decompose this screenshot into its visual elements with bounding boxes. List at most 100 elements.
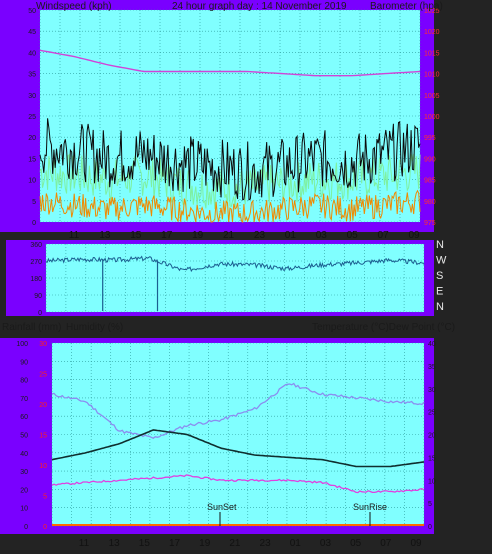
x-tick-label: 17 (169, 538, 181, 549)
x-tick-label: 01 (290, 538, 302, 549)
panel2-series (45, 255, 425, 312)
x-tick-label: 11 (69, 230, 80, 241)
x-tick-label: 13 (99, 230, 111, 241)
humidity-tick-label: 100 (16, 341, 28, 348)
x-tick-label: 09 (408, 230, 420, 241)
compass-label: W (436, 255, 447, 267)
humidity-line (51, 382, 425, 439)
humidity-tick-label: 70 (20, 396, 28, 403)
barometer-axis-label: Barometer (hpa) (370, 1, 443, 12)
y2-tick-label: 990 (424, 156, 436, 163)
y-tick-label: 270 (30, 259, 42, 266)
rain-tick-label: 15 (39, 433, 47, 440)
y-tick-label: 180 (30, 276, 42, 283)
temperature-tick-label: 35 (428, 364, 436, 371)
rain-tick-label: 0 (43, 524, 47, 531)
panel3-series (51, 382, 425, 526)
x-tick-label: 13 (109, 538, 121, 549)
temperature-tick-label: 20 (428, 433, 436, 440)
y-tick-label: 30 (28, 93, 36, 100)
panel3-axes: 1009080706050403020100302520151050403530… (16, 341, 436, 531)
compass-label: N (436, 239, 444, 251)
rain-tick-label: 5 (43, 494, 47, 501)
humidity-tick-label: 90 (20, 359, 28, 366)
x-tick-label: 01 (285, 230, 297, 241)
y2-tick-label: 1010 (424, 72, 440, 79)
compass-label: S (436, 270, 443, 282)
panel2-grid (45, 243, 425, 313)
humidity-tick-label: 40 (20, 451, 28, 458)
humidity-tick-label: 60 (20, 414, 28, 421)
x-tick-label: 09 (410, 538, 422, 549)
y2-tick-label: 1015 (424, 50, 440, 57)
temperature-tick-label: 0 (428, 524, 432, 531)
x-tick-label: 05 (350, 538, 362, 549)
x-tick-label: 21 (229, 538, 241, 549)
x-tick-label: 17 (161, 230, 173, 241)
x-tick-label: 23 (254, 230, 266, 241)
x-tick-label: 15 (139, 538, 151, 549)
y-tick-label: 40 (28, 50, 36, 57)
humidity-axis-label: Humidity (%) (66, 322, 123, 333)
windspeed-axis-label: Windspeed (kph) (36, 1, 112, 12)
y2-tick-label: 995 (424, 135, 436, 142)
wind-series-line (39, 153, 421, 209)
compass-label: E (436, 286, 443, 298)
sunset-label: SunSet (207, 502, 237, 512)
humidity-tick-label: 0 (24, 524, 28, 531)
x-tick-label: 07 (378, 230, 390, 241)
x-tick-label: 05 (347, 230, 359, 241)
temperature-tick-label: 25 (428, 410, 436, 417)
y2-tick-label: 1000 (424, 114, 440, 121)
x-tick-label: 21 (223, 230, 235, 241)
temperature-tick-label: 5 (428, 501, 432, 508)
y-tick-label: 25 (28, 114, 36, 121)
rain-tick-label: 25 (39, 372, 47, 379)
temperature-axis-label: Temperature (°C)Dew Point (°C) (312, 322, 455, 333)
temperature-tick-label: 15 (428, 455, 436, 462)
temperature-tick-label: 40 (428, 341, 436, 348)
wind-series-line (39, 189, 421, 224)
humidity-tick-label: 80 (20, 378, 28, 385)
temperature-tick-label: 10 (428, 478, 436, 485)
humidity-tick-label: 10 (20, 506, 28, 513)
rain-tick-label: 10 (39, 463, 47, 470)
x-tick-label: 19 (192, 230, 204, 241)
x-tick-label: 03 (316, 230, 328, 241)
compass-label: N (436, 301, 444, 313)
y2-tick-label: 985 (424, 178, 436, 185)
rain-tick-label: 30 (39, 341, 47, 348)
panel1-series (39, 49, 421, 224)
y2-tick-label: 1005 (424, 93, 440, 100)
y-tick-label: 45 (28, 29, 36, 36)
x-tick-label: 07 (380, 538, 392, 549)
rainfall-axis-label: Rainfall (mm) (2, 322, 61, 333)
y-tick-label: 90 (34, 293, 42, 300)
dew-point-line (51, 474, 425, 494)
chart-title: 24 hour graph day : 14 November 2019 (172, 1, 347, 12)
wind-series-line (39, 118, 421, 201)
x-tick-label: 23 (260, 538, 272, 549)
y2-tick-label: 1020 (424, 29, 440, 36)
y-tick-label: 20 (28, 135, 36, 142)
y-tick-label: 35 (28, 72, 36, 79)
panel3-grid (51, 342, 425, 527)
humidity-tick-label: 20 (20, 487, 28, 494)
y-tick-label: 15 (28, 156, 36, 163)
rain-tick-label: 20 (39, 402, 47, 409)
temperature-tick-label: 30 (428, 387, 436, 394)
x-tick-label: 03 (320, 538, 332, 549)
y-tick-label: 360 (30, 242, 42, 249)
panel2-left-axis: 360 270 180 90 0 (30, 242, 42, 317)
humidity-tick-label: 50 (20, 433, 28, 440)
barometer-line (39, 49, 421, 77)
y-tick-label: 0 (38, 310, 42, 317)
y-tick-label: 5 (32, 199, 36, 206)
y-tick-label: 50 (28, 8, 36, 15)
y2-tick-label: 1025 (424, 8, 440, 15)
wind-direction-line (45, 255, 425, 273)
y2-tick-label: 980 (424, 199, 436, 206)
humidity-tick-label: 30 (20, 469, 28, 476)
